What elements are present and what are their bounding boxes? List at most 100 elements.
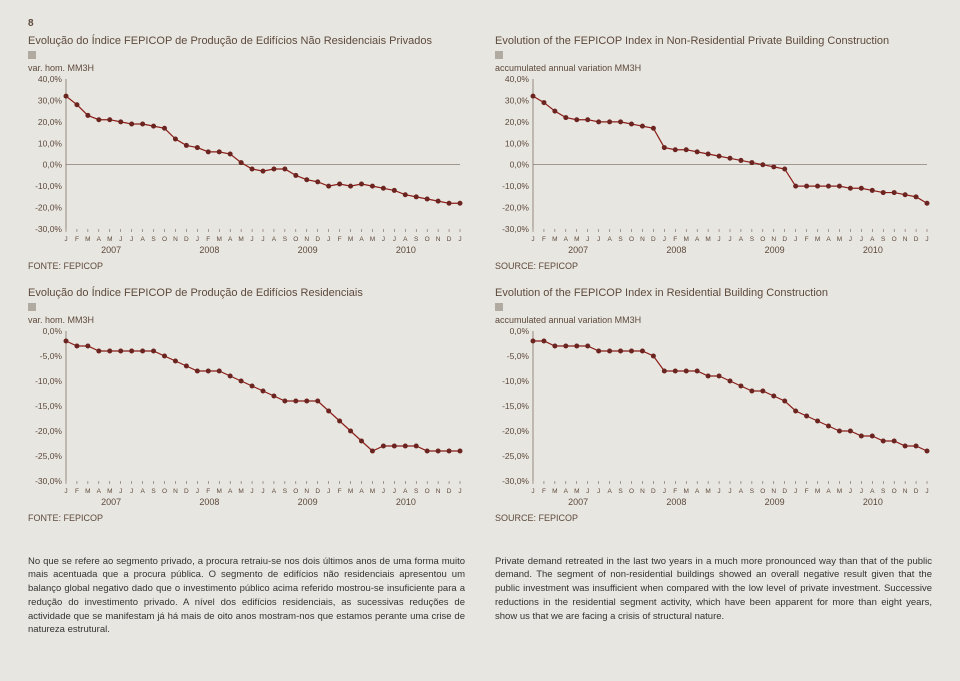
svg-text:N: N — [304, 236, 309, 243]
svg-text:O: O — [892, 488, 897, 495]
svg-text:10,0%: 10,0% — [505, 138, 530, 148]
svg-text:A: A — [607, 488, 612, 495]
svg-text:O: O — [760, 488, 765, 495]
svg-text:D: D — [782, 488, 787, 495]
svg-text:N: N — [173, 236, 178, 243]
svg-text:J: J — [382, 488, 385, 495]
chart-title: Evolução do Índice FEPICOP de Produção d… — [28, 287, 465, 301]
chart-top-right: Evolution of the FEPICOP Index in Non-Re… — [495, 35, 932, 271]
svg-text:F: F — [673, 488, 677, 495]
svg-text:J: J — [196, 236, 199, 243]
svg-text:J: J — [327, 236, 330, 243]
chart-ylabel: accumulated annual variation MM3H — [495, 315, 932, 325]
svg-text:D: D — [184, 236, 189, 243]
year-label: 2007 — [62, 497, 160, 507]
svg-text:-20,0%: -20,0% — [502, 202, 529, 212]
svg-text:J: J — [119, 488, 122, 495]
chart-ylabel: var. hom. MM3H — [28, 63, 465, 73]
year-label: 2008 — [627, 497, 725, 507]
svg-text:J: J — [393, 236, 396, 243]
svg-text:M: M — [552, 236, 557, 243]
svg-text:N: N — [903, 488, 908, 495]
svg-text:O: O — [293, 488, 298, 495]
year-label: 2009 — [259, 245, 357, 255]
svg-text:D: D — [651, 236, 656, 243]
svg-text:O: O — [892, 236, 897, 243]
svg-text:S: S — [151, 236, 156, 243]
svg-text:F: F — [338, 488, 342, 495]
chart-source: FONTE: FEPICOP — [28, 513, 465, 523]
svg-text:-25,0%: -25,0% — [35, 451, 62, 461]
year-label: 2007 — [529, 245, 627, 255]
chart-source: FONTE: FEPICOP — [28, 261, 465, 271]
year-label: 2007 — [62, 245, 160, 255]
svg-text:20,0%: 20,0% — [38, 117, 63, 127]
year-label: 2010 — [357, 497, 455, 507]
svg-text:M: M — [815, 236, 820, 243]
svg-text:J: J — [728, 236, 731, 243]
year-label: 2009 — [726, 497, 824, 507]
svg-text:M: M — [574, 488, 579, 495]
svg-text:-30,0%: -30,0% — [502, 476, 529, 486]
svg-text:J: J — [531, 236, 534, 243]
year-label: 2009 — [259, 497, 357, 507]
svg-text:J: J — [860, 488, 863, 495]
svg-text:A: A — [359, 488, 364, 495]
year-label: 2008 — [627, 245, 725, 255]
svg-text:O: O — [760, 236, 765, 243]
svg-text:A: A — [97, 488, 102, 495]
square-icon — [495, 303, 503, 311]
chart-years: 2007200820092010 — [495, 245, 932, 255]
svg-text:M: M — [217, 236, 222, 243]
page-number: 8 — [28, 18, 932, 29]
svg-text:30,0%: 30,0% — [38, 95, 63, 105]
svg-text:A: A — [826, 236, 831, 243]
chart-ylabel: var. hom. MM3H — [28, 315, 465, 325]
svg-text:-20,0%: -20,0% — [35, 202, 62, 212]
svg-text:O: O — [162, 236, 167, 243]
chart-source: SOURCE: FEPICOP — [495, 513, 932, 523]
year-label: 2010 — [824, 497, 922, 507]
svg-text:A: A — [739, 488, 744, 495]
svg-text:0,0%: 0,0% — [43, 327, 63, 336]
svg-text:M: M — [705, 236, 710, 243]
svg-text:A: A — [564, 236, 569, 243]
svg-text:D: D — [315, 236, 320, 243]
svg-text:A: A — [272, 488, 277, 495]
svg-text:F: F — [206, 236, 210, 243]
svg-text:M: M — [552, 488, 557, 495]
svg-text:A: A — [140, 236, 145, 243]
svg-text:A: A — [272, 236, 277, 243]
svg-text:F: F — [75, 488, 79, 495]
svg-text:S: S — [151, 488, 156, 495]
svg-text:J: J — [597, 488, 600, 495]
svg-text:-15,0%: -15,0% — [35, 401, 62, 411]
svg-text:J: J — [531, 488, 534, 495]
svg-text:A: A — [607, 236, 612, 243]
svg-text:N: N — [771, 236, 776, 243]
svg-text:N: N — [903, 236, 908, 243]
svg-text:M: M — [217, 488, 222, 495]
square-icon — [28, 51, 36, 59]
svg-text:M: M — [837, 236, 842, 243]
svg-text:-5,0%: -5,0% — [40, 351, 63, 361]
body-text-right: Private demand retreated in the last two… — [495, 555, 932, 638]
svg-text:D: D — [651, 488, 656, 495]
chart-svg: 40,0%30,0%20,0%10,0%0,0%-10,0%-20,0%-30,… — [495, 75, 935, 245]
svg-text:D: D — [447, 236, 452, 243]
svg-text:0,0%: 0,0% — [510, 159, 530, 169]
svg-text:10,0%: 10,0% — [38, 138, 63, 148]
chart-years: 2007200820092010 — [28, 497, 465, 507]
chart-svg: 0,0%-5,0%-10,0%-15,0%-20,0%-25,0%-30,0%J… — [28, 327, 468, 497]
svg-text:-10,0%: -10,0% — [502, 181, 529, 191]
svg-text:D: D — [184, 488, 189, 495]
svg-text:S: S — [750, 236, 755, 243]
svg-text:M: M — [370, 488, 375, 495]
svg-text:F: F — [805, 236, 809, 243]
svg-text:O: O — [162, 488, 167, 495]
svg-text:J: J — [250, 488, 253, 495]
svg-text:M: M — [238, 236, 243, 243]
svg-text:A: A — [403, 488, 408, 495]
chart-title: Evolução do Índice FEPICOP de Produção d… — [28, 35, 465, 49]
svg-text:N: N — [436, 488, 441, 495]
